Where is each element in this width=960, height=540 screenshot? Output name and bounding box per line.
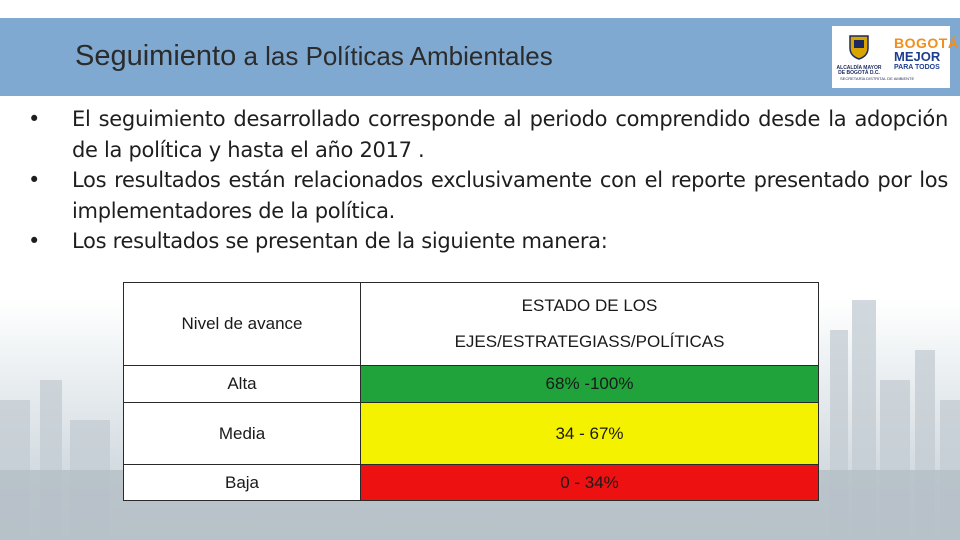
level-cell: Media: [123, 402, 361, 465]
bullet-dot: •: [28, 229, 41, 253]
table-row: Baja 0 - 34%: [123, 464, 819, 501]
table-row: Media 34 - 67%: [123, 402, 819, 465]
logo-entity: ALCALDÍA MAYOR DE BOGOTÁ D.C.: [834, 66, 884, 76]
header-estado-line2: EJES/ESTRATEGIASS/POLÍTICAS: [454, 332, 725, 351]
logo-brand-mid: MEJOR: [894, 49, 941, 64]
bullet-dot: •: [28, 168, 41, 192]
header-nivel: Nivel de avance: [123, 282, 361, 366]
page-title: Seguimiento a las Políticas Ambientales: [75, 40, 553, 73]
title-part-2: a las Políticas Ambientales: [236, 41, 553, 71]
status-table: Nivel de avance ESTADO DE LOS EJES/ESTRA…: [123, 282, 819, 501]
bullet-item: • El seguimiento desarrollado corresponde…: [28, 104, 948, 165]
bullet-item: • Los resultados están relacionados exclu…: [28, 165, 948, 226]
logo-brand-bottom: PARA TODOS: [894, 64, 940, 71]
bullet-list: • El seguimiento desarrollado corresponde…: [28, 104, 948, 257]
level-cell: Baja: [123, 464, 361, 501]
range-cell: 68% -100%: [360, 365, 819, 403]
logo-brand-top: BOGOTÁ: [894, 35, 959, 51]
range-cell: 0 - 34%: [360, 464, 819, 501]
bullet-dot: •: [28, 107, 41, 131]
header-estado-line1: ESTADO DE LOS: [521, 296, 658, 315]
bullet-item: • Los resultados se presentan de la sigui…: [28, 226, 948, 257]
title-part-1: Seguimiento: [75, 40, 237, 72]
logo-entity-line2: DE BOGOTÁ D.C.: [838, 70, 880, 76]
logo-entity-line1: ALCALDÍA MAYOR: [836, 65, 882, 71]
table-header-row: Nivel de avance ESTADO DE LOS EJES/ESTRA…: [123, 282, 819, 366]
bullet-text: El seguimiento desarrollado corresponde …: [72, 107, 948, 162]
level-cell: Alta: [123, 365, 361, 403]
coat-of-arms-icon: [849, 35, 869, 60]
table-row: Alta 68% -100%: [123, 365, 819, 403]
bullet-text: Los resultados se presentan de la siguie…: [72, 229, 608, 253]
range-cell: 34 - 67%: [360, 402, 819, 465]
bogota-logo: ALCALDÍA MAYOR DE BOGOTÁ D.C. BOGOTÁ MEJ…: [832, 26, 958, 88]
logo-secretaria: SECRETARÍA DISTRITAL DE AMBIENTE: [840, 76, 915, 81]
header-estado: ESTADO DE LOS EJES/ESTRATEGIASS/POLÍTICA…: [360, 282, 819, 366]
title-bar: [0, 18, 960, 96]
bullet-text: Los resultados están relacionados exclus…: [72, 168, 948, 223]
